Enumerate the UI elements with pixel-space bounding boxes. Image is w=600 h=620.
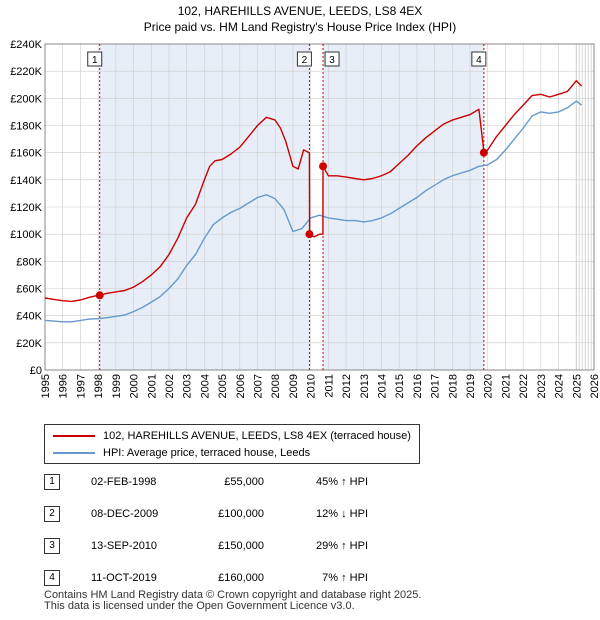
- sale-price: £55,000: [224, 476, 264, 488]
- sale-row: 4 11-OCT-2019 £160,000 7% ↑ HPI: [0, 568, 600, 588]
- x-tick-label: 2011: [323, 374, 335, 398]
- sale-date: 02-FEB-1998: [91, 476, 157, 488]
- x-tick-label: 2004: [199, 374, 211, 398]
- x-tick-label: 2025: [571, 374, 583, 398]
- legend-label-hpi: HPI: Average price, terraced house, Leed…: [103, 447, 311, 459]
- sale-number: 1: [44, 474, 60, 490]
- price-chart: 102, HAREHILLS AVENUE, LEEDS, LS8 4EX Pr…: [10, 4, 600, 398]
- legend-item-price: 102, HAREHILLS AVENUE, LEEDS, LS8 4EX (t…: [53, 428, 411, 444]
- footer-licence: This data is licensed under the Open Gov…: [44, 600, 355, 612]
- legend-item-hpi: HPI: Average price, terraced house, Leed…: [53, 445, 310, 461]
- x-tick-label: 2013: [359, 374, 371, 398]
- legend-swatch-price: [53, 435, 95, 438]
- sale-hpi-change: 12% ↓ HPI: [316, 508, 368, 520]
- x-tick-label: 2014: [376, 374, 388, 398]
- sale-date: 08-DEC-2009: [91, 508, 159, 520]
- chart-title: 102, HAREHILLS AVENUE, LEEDS, LS8 4EX: [178, 4, 423, 18]
- x-tick-label: 2006: [235, 374, 247, 398]
- sale-marker-number: 4: [476, 55, 482, 66]
- sale-marker-box: [87, 51, 103, 67]
- legend-swatch-hpi: [53, 452, 95, 455]
- sale-point: [95, 291, 104, 300]
- x-tick-label: 2021: [500, 374, 512, 398]
- y-tick-label: £80K: [16, 256, 42, 268]
- x-tick-label: 2019: [465, 374, 477, 398]
- sale-marker-box: [471, 51, 487, 67]
- sale-marker-number: 2: [302, 55, 308, 66]
- sale-hpi-change: 45% ↑ HPI: [316, 476, 368, 488]
- footer: Contains HM Land Registry data © Crown c…: [44, 590, 421, 612]
- chart-subtitle: Price paid vs. HM Land Registry's House …: [144, 20, 456, 34]
- x-tick-label: 2010: [306, 374, 318, 398]
- sale-number: 4: [44, 570, 60, 586]
- legend-label-price: 102, HAREHILLS AVENUE, LEEDS, LS8 4EX (t…: [103, 430, 411, 442]
- x-tick-label: 2024: [554, 374, 566, 398]
- x-tick-label: 1996: [58, 374, 70, 398]
- x-tick-label: 2008: [270, 374, 282, 398]
- x-tick-label: 2000: [129, 374, 141, 398]
- y-tick-label: £40K: [16, 311, 42, 323]
- x-tick-label: 2022: [518, 374, 530, 398]
- sale-date: 13-SEP-2010: [91, 540, 158, 552]
- x-tick-label: 2018: [447, 374, 459, 398]
- x-tick-label: 2012: [341, 374, 353, 398]
- sale-marker-number: 3: [329, 55, 335, 66]
- y-tick-label: £120K: [10, 202, 42, 214]
- sale-row: 1 02-FEB-1998 £55,000 45% ↑ HPI: [0, 472, 600, 492]
- sale-marker-box: [296, 51, 312, 67]
- y-tick-label: £240K: [10, 39, 42, 51]
- hpi-line: [44, 100, 583, 323]
- sale-date: 11-OCT-2019: [91, 572, 157, 584]
- sale-marker-box: [324, 51, 340, 67]
- sale-row: 3 13-SEP-2010 £150,000 29% ↑ HPI: [0, 536, 600, 556]
- x-tick-label: 2026: [589, 374, 600, 398]
- x-tick-label: 1995: [40, 374, 52, 398]
- legend: 102, HAREHILLS AVENUE, LEEDS, LS8 4EX (t…: [44, 424, 420, 464]
- x-tick-label: 2003: [182, 374, 194, 398]
- y-tick-label: £100K: [10, 229, 42, 241]
- sale-number: 3: [44, 538, 60, 554]
- sale-point: [305, 230, 314, 239]
- x-tick-label: 2017: [430, 374, 442, 398]
- sale-marker-number: 1: [92, 55, 98, 66]
- plot-frame: [44, 43, 595, 371]
- sale-number: 2: [44, 506, 60, 522]
- sale-hpi-change: 29% ↑ HPI: [316, 540, 368, 552]
- x-tick-label: 2016: [412, 374, 424, 398]
- sale-point: [479, 148, 488, 157]
- y-tick-label: £200K: [10, 93, 42, 105]
- x-tick-label: 1997: [75, 374, 87, 398]
- sale-point: [319, 162, 328, 171]
- sale-price: £100,000: [218, 508, 264, 520]
- sale-price: £150,000: [218, 540, 264, 552]
- x-tick-label: 2002: [164, 374, 176, 398]
- x-tick-label: 1999: [111, 374, 123, 398]
- sale-row: 2 08-DEC-2009 £100,000 12% ↓ HPI: [0, 504, 600, 524]
- x-tick-label: 2009: [288, 374, 300, 398]
- y-tick-label: £220K: [10, 66, 42, 78]
- y-tick-label: £60K: [16, 284, 42, 296]
- x-tick-label: 1998: [93, 374, 105, 398]
- y-tick-label: £140K: [10, 175, 42, 187]
- y-tick-label: £180K: [10, 121, 42, 133]
- x-tick-label: 2005: [217, 374, 229, 398]
- x-tick-label: 2015: [394, 374, 406, 398]
- x-tick-label: 2020: [483, 374, 495, 398]
- y-tick-label: £20K: [16, 338, 42, 350]
- y-tick-label: £0: [30, 365, 42, 377]
- y-tick-label: £160K: [10, 148, 42, 160]
- footer-copyright: Contains HM Land Registry data © Crown c…: [44, 589, 422, 601]
- x-tick-label: 2001: [146, 374, 158, 398]
- x-tick-label: 2007: [253, 374, 265, 398]
- x-tick-label: 2023: [536, 374, 548, 398]
- sale-price: £160,000: [218, 572, 264, 584]
- sale-hpi-change: 7% ↑ HPI: [322, 572, 368, 584]
